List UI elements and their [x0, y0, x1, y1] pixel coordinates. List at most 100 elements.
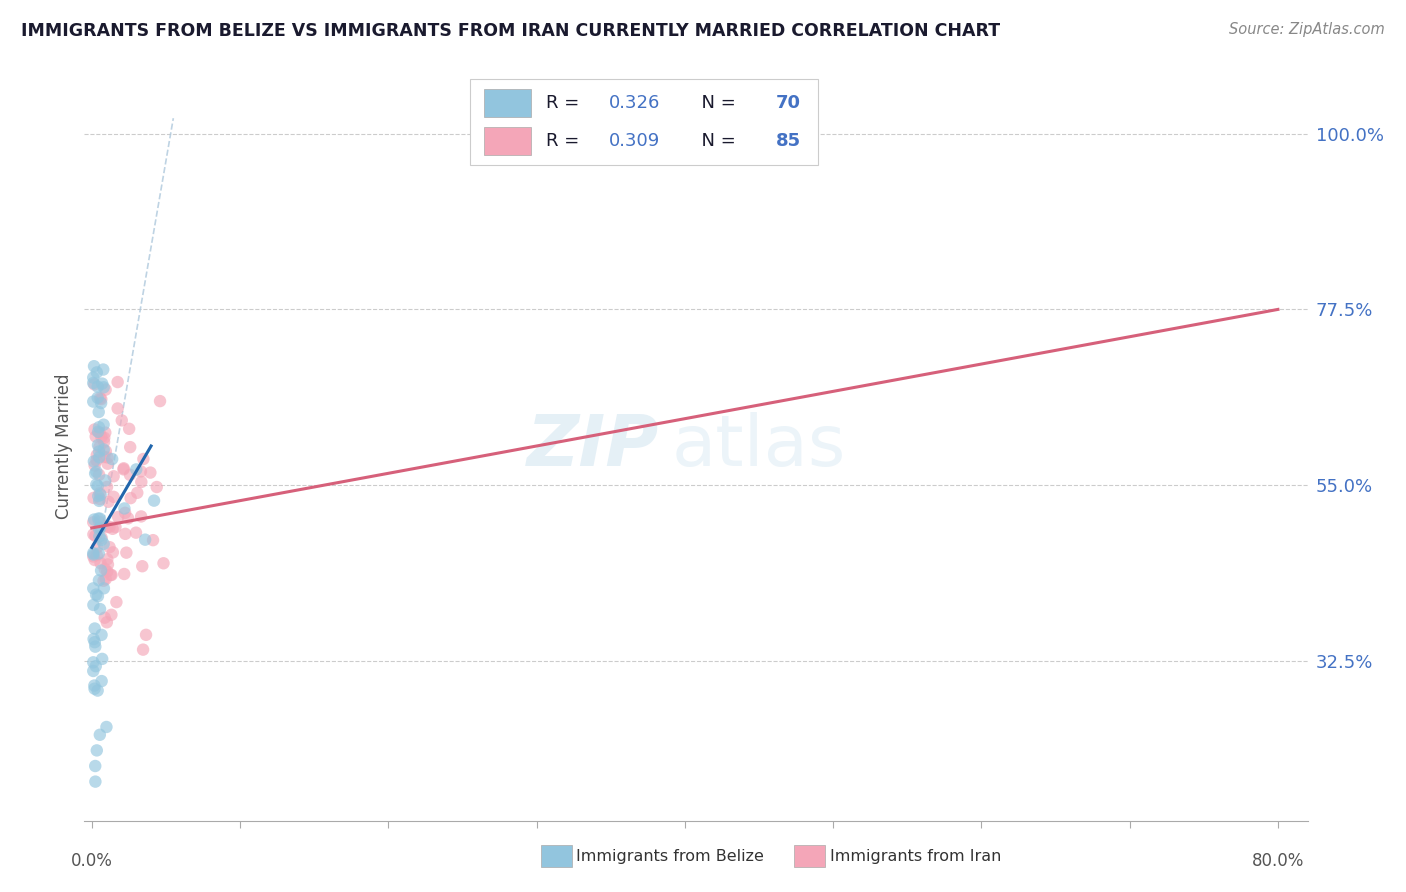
Point: [89, 492, 111, 507]
Point: [93, 611, 115, 625]
Point: [143, 493, 166, 508]
Point: [107, 510, 129, 524]
Point: [84, 588, 107, 602]
Point: [90, 531, 112, 545]
Point: [83, 491, 105, 505]
Point: [90, 628, 112, 642]
Point: [82, 598, 104, 612]
Point: [152, 556, 174, 570]
Point: [86, 379, 108, 393]
Point: [82, 527, 104, 541]
Point: [101, 522, 124, 536]
Point: [82, 549, 104, 564]
FancyBboxPatch shape: [484, 88, 531, 117]
Point: [87, 425, 110, 439]
Point: [96, 552, 118, 566]
Point: [97, 450, 120, 465]
Point: [87, 511, 110, 525]
Point: [120, 491, 142, 505]
Point: [132, 642, 155, 657]
Point: [112, 461, 135, 475]
Point: [118, 467, 141, 482]
Point: [96, 480, 118, 494]
Point: [107, 401, 129, 416]
Point: [82, 548, 104, 562]
Point: [87, 438, 110, 452]
Point: [83, 422, 105, 436]
Point: [87, 405, 110, 419]
Point: [84, 640, 107, 654]
Point: [87, 420, 110, 434]
Point: [93, 380, 115, 394]
Text: Immigrants from Iran: Immigrants from Iran: [830, 849, 1001, 863]
Point: [90, 564, 112, 578]
Point: [93, 582, 115, 596]
Text: R =: R =: [546, 94, 585, 112]
Point: [90, 396, 112, 410]
Point: [82, 394, 104, 409]
Point: [83, 377, 105, 392]
Point: [90, 430, 112, 444]
Point: [131, 559, 153, 574]
Point: [98, 540, 121, 554]
Point: [103, 490, 125, 504]
Point: [87, 515, 110, 529]
Text: ZIP: ZIP: [527, 411, 659, 481]
Point: [87, 444, 110, 458]
Point: [84, 467, 107, 481]
Point: [120, 440, 142, 454]
Point: [89, 529, 111, 543]
Point: [129, 465, 152, 479]
Point: [105, 595, 128, 609]
Text: atlas: atlas: [672, 411, 846, 481]
Point: [94, 425, 117, 440]
Point: [100, 568, 122, 582]
Point: [82, 664, 104, 678]
Point: [83, 679, 105, 693]
Point: [84, 774, 107, 789]
Point: [93, 435, 115, 450]
Point: [127, 485, 149, 500]
Point: [91, 376, 114, 391]
Point: [82, 376, 104, 390]
Point: [114, 506, 136, 520]
Point: [90, 488, 112, 502]
Point: [96, 720, 118, 734]
Point: [96, 520, 118, 534]
Point: [100, 607, 122, 622]
Point: [89, 494, 111, 508]
Point: [118, 422, 141, 436]
Point: [93, 431, 115, 445]
Point: [84, 429, 107, 443]
Point: [125, 525, 148, 540]
Point: [87, 479, 110, 493]
Point: [83, 681, 105, 696]
Text: 80.0%: 80.0%: [1251, 852, 1305, 870]
Text: N =: N =: [690, 132, 741, 150]
Point: [145, 480, 167, 494]
Point: [90, 392, 112, 406]
Point: [89, 440, 111, 454]
Text: Source: ZipAtlas.com: Source: ZipAtlas.com: [1229, 22, 1385, 37]
Point: [90, 533, 112, 547]
Point: [84, 659, 107, 673]
Point: [111, 413, 134, 427]
Text: 85: 85: [776, 132, 800, 150]
Point: [82, 656, 104, 670]
Point: [93, 574, 115, 588]
Point: [94, 474, 117, 488]
Point: [132, 452, 155, 467]
Point: [83, 632, 105, 646]
Point: [83, 512, 105, 526]
Point: [97, 457, 120, 471]
Point: [90, 674, 112, 689]
Point: [83, 458, 105, 473]
Point: [134, 533, 156, 547]
Point: [149, 394, 172, 409]
Point: [82, 546, 104, 560]
Point: [83, 635, 105, 649]
Point: [97, 495, 120, 509]
Text: R =: R =: [546, 132, 585, 150]
Text: IMMIGRANTS FROM BELIZE VS IMMIGRANTS FROM IRAN CURRENTLY MARRIED CORRELATION CHA: IMMIGRANTS FROM BELIZE VS IMMIGRANTS FRO…: [21, 22, 1000, 40]
Text: 0.326: 0.326: [609, 94, 661, 112]
